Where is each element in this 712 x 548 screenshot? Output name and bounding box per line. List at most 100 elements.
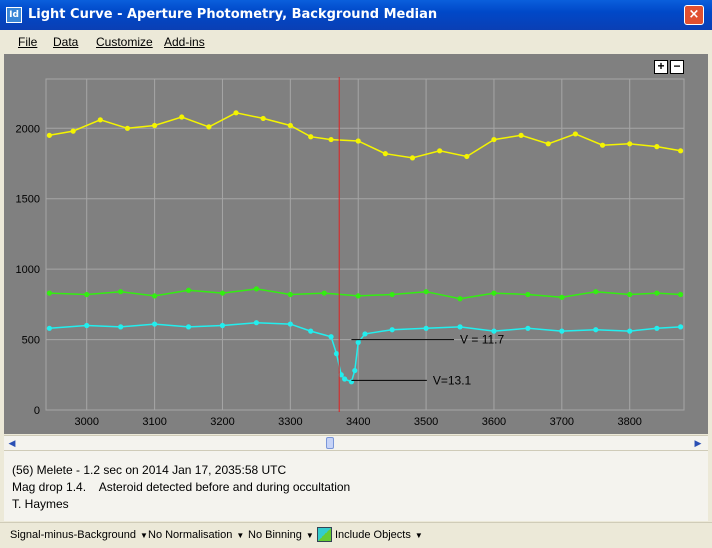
series-0-point xyxy=(491,136,497,143)
series-0-point xyxy=(206,124,212,130)
series-1-point xyxy=(151,293,158,299)
series-0-point xyxy=(328,136,334,143)
series-1-point xyxy=(593,289,599,295)
dropdown-arrow-icon: ▼ xyxy=(414,531,423,540)
series-1-point xyxy=(423,289,429,295)
light-curve-plot[interactable]: 0 500 1000 1500 2000 3000 3100 3200 3300 3400 3500… xyxy=(4,54,708,434)
series-0-point xyxy=(260,115,266,122)
series-2-point xyxy=(355,339,361,345)
series-2-point xyxy=(389,327,395,333)
series-0-point xyxy=(599,142,606,148)
menu-customize[interactable]: Customize xyxy=(96,35,153,49)
dropdown-arrow-icon: ▼ xyxy=(305,531,314,540)
zoom-out-button[interactable]: − xyxy=(670,60,684,74)
include-objects-icon[interactable] xyxy=(317,527,332,542)
series-0-point xyxy=(287,122,293,129)
series-2-point xyxy=(593,327,599,333)
binning-label: No Binning xyxy=(248,529,302,541)
series-line-1 xyxy=(49,288,681,300)
normalisation-dropdown[interactable]: No Normalisation ▼ xyxy=(148,529,244,541)
window-title: Light Curve - Aperture Photometry, Backg… xyxy=(28,7,438,22)
x-tick-label: 3700 xyxy=(550,416,574,428)
series-1-point xyxy=(491,290,497,296)
status-bar: Signal-minus-Background ▼ No Normalisatio… xyxy=(0,522,712,548)
event-description: (56) Melete - 1.2 sec on 2014 Jan 17, 20… xyxy=(12,463,287,477)
series-2-point xyxy=(338,372,344,378)
series-0-point xyxy=(151,122,158,129)
series-0-point xyxy=(355,138,361,144)
x-tick-label: 3600 xyxy=(482,416,506,428)
series-2-point xyxy=(185,324,192,330)
series-2-point xyxy=(308,328,314,334)
series-2-point xyxy=(46,325,52,331)
include-objects-dropdown[interactable]: Include Objects ▼ xyxy=(335,529,423,541)
menu-data[interactable]: Data xyxy=(53,35,79,49)
series-2-point xyxy=(84,322,90,329)
info-panel: (56) Melete - 1.2 sec on 2014 Jan 17, 20… xyxy=(4,451,708,521)
scroll-right-icon[interactable]: ▶ xyxy=(694,438,702,448)
series-2-point xyxy=(654,325,660,331)
series-0-point xyxy=(308,134,314,140)
series-2-point xyxy=(423,325,429,331)
dropdown-arrow-icon: ▼ xyxy=(139,531,148,540)
app-icon: Id xyxy=(6,7,22,23)
series-0-point xyxy=(124,125,131,131)
series-1-point xyxy=(253,286,260,292)
series-2-point xyxy=(118,324,124,330)
series-2-point xyxy=(559,328,565,334)
series-1-point xyxy=(389,291,395,298)
menu-bar: File Data Customize Add-ins xyxy=(0,30,712,53)
series-1-point xyxy=(287,291,293,298)
series-2-point xyxy=(328,334,334,340)
x-tick-label: 3500 xyxy=(414,416,438,428)
observer-name: T. Haymes xyxy=(12,497,69,511)
series-0-point xyxy=(233,110,239,116)
series-2-point xyxy=(457,324,463,330)
y-tick-label: 1000 xyxy=(16,264,40,276)
series-0-point xyxy=(70,128,76,134)
series-1-point xyxy=(219,290,226,296)
series-0-point xyxy=(545,141,551,147)
series-2-point xyxy=(352,367,358,374)
series-2-point xyxy=(627,328,633,334)
series-0-point xyxy=(518,132,524,138)
series-1-point xyxy=(84,291,90,298)
series-2-point xyxy=(287,321,293,327)
scroll-left-icon[interactable]: ◀ xyxy=(8,438,16,448)
series-0-point xyxy=(46,132,52,138)
horizontal-scrollbar[interactable]: ◀ ▶ xyxy=(4,435,708,451)
series-0-point xyxy=(572,131,579,137)
zoom-in-button[interactable]: + xyxy=(654,60,668,74)
series-1-point xyxy=(457,296,463,302)
series-0-point xyxy=(464,153,470,160)
series-1-point xyxy=(118,289,124,295)
series-1-point xyxy=(321,290,327,296)
y-tick-label: 0 xyxy=(34,405,40,417)
series-1-point xyxy=(355,293,361,299)
series-0-point xyxy=(179,114,185,120)
y-tick-label: 1500 xyxy=(16,194,40,206)
series-1-point xyxy=(559,294,565,300)
signal-label: Signal-minus-Background xyxy=(10,529,136,541)
series-2-point xyxy=(491,328,497,334)
series-0-point xyxy=(437,148,443,154)
series-0-point xyxy=(627,141,633,147)
y-tick-label: 500 xyxy=(22,335,40,347)
binning-dropdown[interactable]: No Binning ▼ xyxy=(248,529,314,541)
light-curve-chart: 0 500 1000 1500 2000 3000 3100 3200 3300 3400 3500… xyxy=(16,77,685,428)
series-2-point xyxy=(219,322,226,329)
signal-dropdown[interactable]: Signal-minus-Background ▼ xyxy=(10,529,148,541)
y-tick-label: 2000 xyxy=(16,123,40,135)
normalisation-label: No Normalisation xyxy=(148,529,233,541)
menu-file[interactable]: File xyxy=(18,35,38,49)
menu-add-ins[interactable]: Add-ins xyxy=(164,35,205,49)
scroll-thumb[interactable] xyxy=(326,437,334,449)
series-0-point xyxy=(654,144,660,150)
series-2-point xyxy=(678,324,684,330)
close-button[interactable]: × xyxy=(684,5,704,25)
series-line-0 xyxy=(49,112,681,159)
series-1-point xyxy=(185,287,192,293)
series-2-point xyxy=(151,321,158,327)
annotation-label: V=13.1 xyxy=(433,373,472,387)
series-0-point xyxy=(409,155,416,161)
